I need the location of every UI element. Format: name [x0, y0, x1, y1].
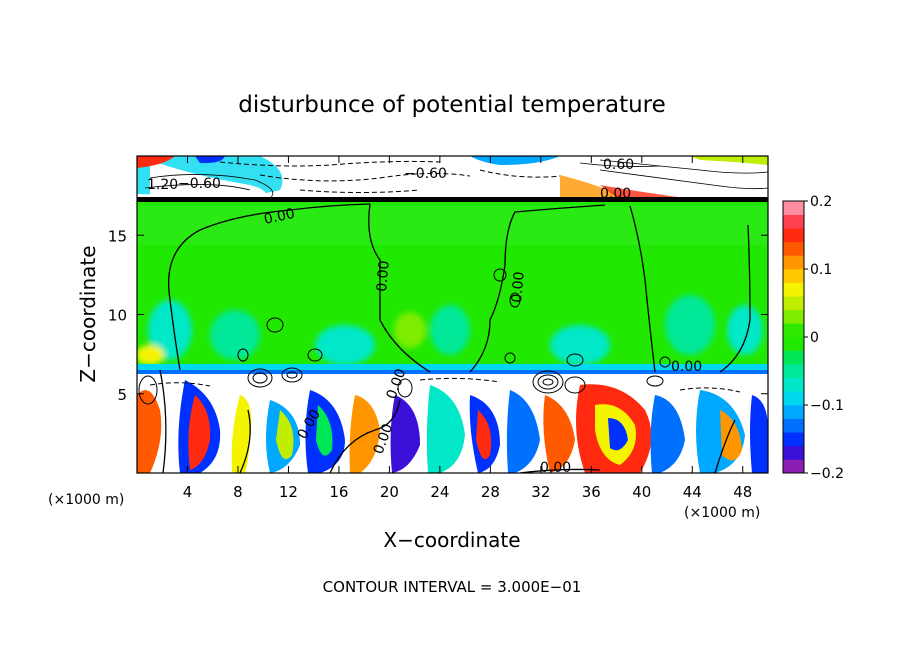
colorbar-swatch: [783, 282, 804, 297]
colorbar-tick-label: 0.1: [810, 262, 832, 278]
colorbar-tick-label: −0.2: [810, 466, 844, 482]
contour-label: 0.00: [509, 271, 528, 303]
colorbar-swatch: [783, 391, 804, 406]
x-tick-label: 8: [233, 483, 243, 501]
colorbar-swatch: [783, 309, 804, 324]
x-axis: 4 8 12 16 20 24 28 32 36 40 44 48: [183, 156, 752, 501]
colorbar-swatch: [783, 269, 804, 283]
colorbar-swatch: [783, 377, 804, 392]
x-unit-right: (×1000 m): [684, 505, 760, 521]
colorbar-swatch: [783, 445, 804, 460]
colorbar-tick-label: 0: [810, 330, 819, 346]
colorbar-tick-label: −0.1: [810, 398, 844, 414]
lower-layer-cells: [137, 380, 768, 473]
colorbar-swatch: [783, 255, 804, 270]
chart-title: disturbunce of potential temperature: [238, 92, 666, 118]
interface-band-blue: [137, 370, 768, 374]
contour-lines-thin: [144, 159, 768, 199]
colorbar-swatch: [783, 323, 804, 338]
colorbar-swatch: [783, 418, 804, 433]
colorbar-swatch: [783, 337, 804, 351]
x-unit-left: (×1000 m): [48, 492, 124, 508]
contour-label: 0.60: [603, 157, 634, 173]
mid-level-patches: [137, 295, 763, 365]
contour-label: −0.60: [178, 176, 221, 192]
x-tick-label: 24: [430, 483, 449, 501]
y-tick-label: 5: [117, 386, 127, 404]
contour-interval-note: CONTOUR INTERVAL = 3.000E−01: [323, 578, 582, 596]
contour-label: 0.00: [671, 359, 702, 375]
contour-lines: [159, 203, 751, 473]
contour-label: 0.00: [540, 460, 571, 476]
contour-clusters: [138, 268, 671, 405]
y-axis: 5 10 15: [108, 227, 768, 404]
tropopause-band: [137, 197, 768, 202]
x-axis-label: X−coordinate: [383, 528, 520, 552]
colorbar-swatch: [783, 241, 804, 256]
x-tick-label: 4: [183, 483, 193, 501]
colorbar-swatch: [783, 350, 804, 365]
contour-label: −0.60: [404, 166, 447, 182]
colorbar-swatch: [783, 459, 804, 474]
y-tick-label: 15: [108, 227, 127, 245]
x-tick-label: 40: [632, 483, 651, 501]
x-tick-label: 16: [329, 483, 348, 501]
colorbar-swatch: [783, 405, 804, 419]
plot-area: [137, 156, 768, 473]
colorbar-swatch: [783, 364, 804, 379]
interface-band-cyan: [137, 364, 768, 370]
x-tick-label: 44: [683, 483, 702, 501]
colorbar-tick-label: 0.2: [810, 194, 832, 210]
colorbar-swatch: [783, 228, 804, 243]
colorbar: −0.2 −0.1 0 0.1 0.2: [782, 194, 844, 482]
x-tick-label: 20: [380, 483, 399, 501]
field-upper-haze: [137, 205, 768, 245]
x-tick-label: 36: [582, 483, 601, 501]
x-tick-label: 28: [481, 483, 500, 501]
contour-label: 0.00: [374, 260, 393, 292]
contour-label: 0.00: [263, 206, 297, 228]
colorbar-swatch: [783, 201, 804, 215]
y-tick-label: 10: [108, 307, 127, 325]
y-axis-label: Z−coordinate: [76, 245, 100, 382]
x-tick-label: 12: [279, 483, 298, 501]
contour-lines-dashed: [149, 160, 741, 393]
colorbar-swatch: [783, 296, 804, 311]
x-tick-label: 48: [733, 483, 752, 501]
x-tick-label: 32: [531, 483, 550, 501]
colorbar-swatch: [783, 214, 804, 229]
contour-label: 1.20: [147, 177, 178, 193]
colorbar-swatch: [783, 432, 804, 447]
contour-label: 0.00: [600, 186, 631, 202]
